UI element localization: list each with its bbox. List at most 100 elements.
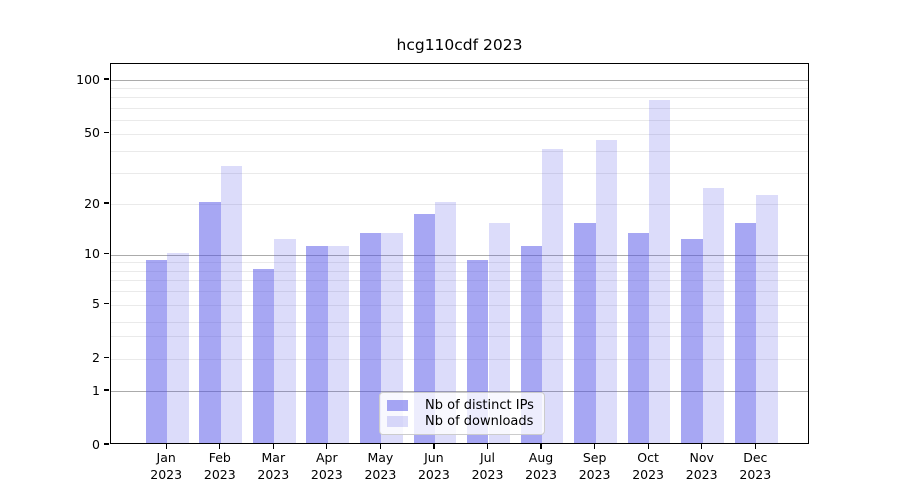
bar-nb-of-distinct-ips-mar xyxy=(252,268,275,443)
x-tick-label-mar: Mar 2023 xyxy=(243,450,303,483)
x-tick-dec xyxy=(754,444,756,449)
legend-item-downloads: Nb of downloads xyxy=(387,414,536,429)
x-tick-aug xyxy=(540,444,542,449)
y-tick-label-0: 0 xyxy=(92,436,100,452)
bar-nb-of-downloads-dec xyxy=(756,194,778,443)
x-tick-year-feb: 2023 xyxy=(203,466,236,482)
x-tick-label-nov: Nov 2023 xyxy=(672,450,732,483)
chart-title: hcg110cdf 2023 xyxy=(396,36,523,54)
y-tick-0 xyxy=(104,443,109,445)
x-tick-year-nov: 2023 xyxy=(685,466,718,482)
x-tick-label-oct: Oct 2023 xyxy=(618,450,678,483)
bar-nb-of-downloads-may xyxy=(381,233,403,443)
bar-nb-of-distinct-ips-may xyxy=(360,233,382,443)
x-tick-jan xyxy=(165,444,167,449)
bar-nb-of-downloads-aug xyxy=(542,148,564,443)
x-tick-feb xyxy=(219,444,221,449)
legend-swatch-distinct-ips xyxy=(387,400,408,411)
bar-nb-of-downloads-apr xyxy=(327,245,350,443)
bar-nb-of-distinct-ips-sep xyxy=(574,223,596,443)
y-tick-label-1: 1 xyxy=(92,382,100,398)
x-tick-year-may: 2023 xyxy=(364,466,397,482)
y-tick-label-100: 100 xyxy=(76,71,100,87)
minor-gridline-50 xyxy=(111,133,808,135)
minor-gridline-80 xyxy=(111,97,808,99)
x-tick-label-may: May 2023 xyxy=(350,450,410,483)
minor-gridline-5 xyxy=(111,304,808,306)
bar-nb-of-distinct-ips-feb xyxy=(199,202,221,443)
x-tick-year-sep: 2023 xyxy=(578,466,611,482)
bar-nb-of-distinct-ips-jun xyxy=(413,213,435,443)
minor-gridline-9 xyxy=(111,262,808,264)
minor-gridline-20 xyxy=(111,204,808,205)
minor-gridline-90 xyxy=(111,88,808,90)
x-tick-may xyxy=(379,444,382,449)
bar-nb-of-downloads-jan xyxy=(167,252,189,443)
bar-nb-of-downloads-feb xyxy=(220,165,243,443)
x-tick-label-apr: Apr 2023 xyxy=(297,450,357,483)
bar-nb-of-distinct-ips-oct xyxy=(627,233,650,443)
legend-label-distinct-ips: Nb of distinct IPs xyxy=(425,398,534,413)
y-tick-label-2: 2 xyxy=(92,350,100,366)
bar-nb-of-distinct-ips-apr xyxy=(306,245,328,443)
y-tick-1 xyxy=(104,389,109,391)
bar-nb-of-distinct-ips-nov xyxy=(681,239,703,443)
bar-nb-of-distinct-ips-jan xyxy=(145,260,168,443)
x-tick-apr xyxy=(326,444,328,449)
bar-nb-of-downloads-oct xyxy=(649,100,671,443)
legend-swatch-downloads xyxy=(387,416,408,427)
x-tick-year-jul: 2023 xyxy=(471,466,504,482)
y-tick-20 xyxy=(104,202,109,204)
x-tick-year-apr: 2023 xyxy=(310,466,343,482)
bar-nb-of-downloads-sep xyxy=(595,139,617,443)
y-tick-label-5: 5 xyxy=(92,296,100,311)
x-tick-label-jun: Jun 2023 xyxy=(404,450,464,483)
bar-nb-of-downloads-nov xyxy=(702,188,725,443)
minor-gridline-4 xyxy=(111,321,808,323)
bar-nb-of-downloads-mar xyxy=(274,239,296,443)
x-tick-sep xyxy=(594,444,596,449)
minor-gridline-30 xyxy=(111,172,808,174)
x-tick-year-aug: 2023 xyxy=(525,466,557,482)
x-tick-label-aug: Aug 2023 xyxy=(511,450,571,483)
y-tick-10 xyxy=(104,252,109,255)
minor-gridline-60 xyxy=(111,119,808,121)
minor-gridline-2 xyxy=(111,358,808,360)
x-tick-jun xyxy=(433,444,435,449)
minor-gridline-6 xyxy=(111,291,808,293)
y-tick-2 xyxy=(104,357,109,359)
minor-gridline-8 xyxy=(111,270,808,272)
x-tick-year-jun: 2023 xyxy=(417,466,450,482)
minor-gridline-40 xyxy=(111,150,808,152)
y-tick-label-10: 10 xyxy=(84,246,100,261)
x-tick-mar xyxy=(272,444,274,449)
x-tick-label-dec: Dec 2023 xyxy=(725,450,785,483)
minor-gridline-70 xyxy=(111,107,808,109)
x-tick-year-mar: 2023 xyxy=(257,466,290,482)
x-tick-label-jul: Jul 2023 xyxy=(458,450,518,483)
y-tick-label-20: 20 xyxy=(84,195,100,211)
y-tick-100 xyxy=(104,78,109,80)
bar-nb-of-downloads-jun xyxy=(434,202,457,443)
major-gridline-1 xyxy=(111,391,808,392)
major-gridline-100 xyxy=(111,80,808,81)
x-tick-oct xyxy=(647,444,649,449)
major-gridline-10 xyxy=(111,254,808,256)
bar-nb-of-distinct-ips-dec xyxy=(734,223,757,443)
x-tick-jul xyxy=(486,444,489,449)
x-tick-year-jan: 2023 xyxy=(150,466,183,482)
x-tick-label-jan: Jan 2023 xyxy=(136,450,196,483)
x-tick-nov xyxy=(701,444,703,449)
legend: Nb of distinct IPs Nb of downloads xyxy=(379,392,545,435)
minor-gridline-3 xyxy=(111,336,808,337)
y-tick-5 xyxy=(104,302,109,305)
minor-gridline-7 xyxy=(111,280,808,282)
legend-label-downloads: Nb of downloads xyxy=(425,414,534,429)
plot-area xyxy=(110,63,809,444)
x-tick-label-feb: Feb 2023 xyxy=(190,450,250,483)
x-tick-label-sep: Sep 2023 xyxy=(565,450,625,483)
x-tick-year-dec: 2023 xyxy=(739,466,772,482)
y-tick-50 xyxy=(104,132,109,134)
y-tick-label-50: 50 xyxy=(84,125,100,141)
